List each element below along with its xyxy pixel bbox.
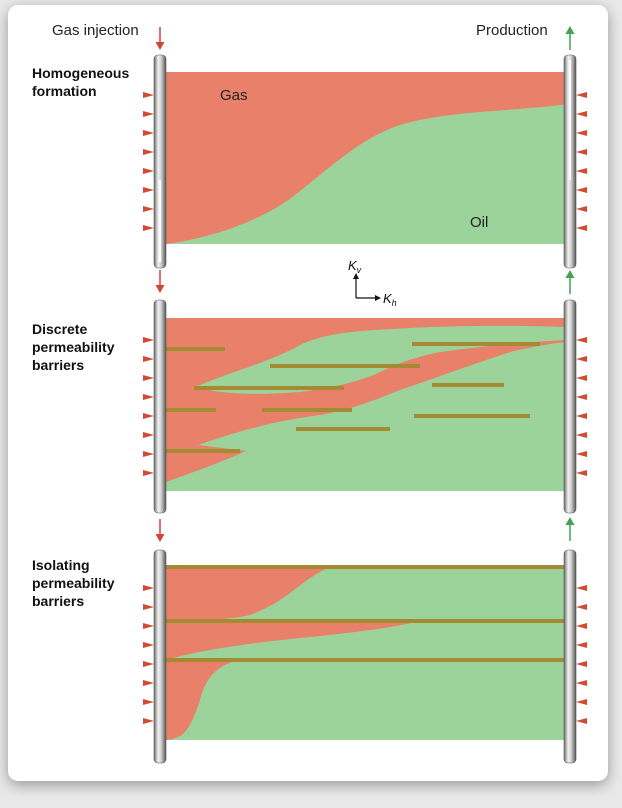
oil-zone	[166, 104, 568, 244]
panel-discrete-barriers: Discrete permeability barriers	[32, 318, 568, 491]
production-well-2	[563, 299, 577, 514]
injection-well-1	[153, 54, 167, 269]
panel-3-title: Isolating permeability barriers	[32, 557, 118, 609]
production-arrow-icons	[565, 26, 575, 541]
injection-well-3	[153, 549, 167, 764]
injection-perforations	[143, 92, 154, 724]
production-perforations	[576, 92, 587, 724]
permeability-axes: Kv Kh	[348, 258, 397, 308]
header-gas-injection: Gas injection	[52, 22, 139, 39]
oil-zone-bottom	[166, 412, 568, 491]
header-production: Production	[476, 22, 548, 39]
kh-label: Kh	[383, 291, 397, 308]
panel-homogeneous: Gas Oil Homogeneous formation	[32, 65, 568, 244]
production-well-1	[563, 54, 577, 269]
barriers	[166, 342, 540, 453]
gas-label: Gas	[220, 87, 248, 104]
barriers	[166, 565, 568, 662]
panel-1-title: Homogeneous formation	[32, 65, 133, 99]
kv-label: Kv	[348, 258, 362, 275]
gas-zone-middle	[166, 621, 420, 660]
oil-label: Oil	[470, 214, 488, 231]
production-well-3	[563, 549, 577, 764]
injection-well-2	[153, 299, 167, 514]
panel-2-title: Discrete permeability barriers	[32, 321, 118, 373]
gas-zone-top	[166, 567, 330, 621]
injection-arrow-icons	[155, 27, 165, 542]
panel-isolating-barriers: Isolating permeability barriers	[32, 557, 568, 740]
gas-zone-bottom	[166, 660, 240, 740]
